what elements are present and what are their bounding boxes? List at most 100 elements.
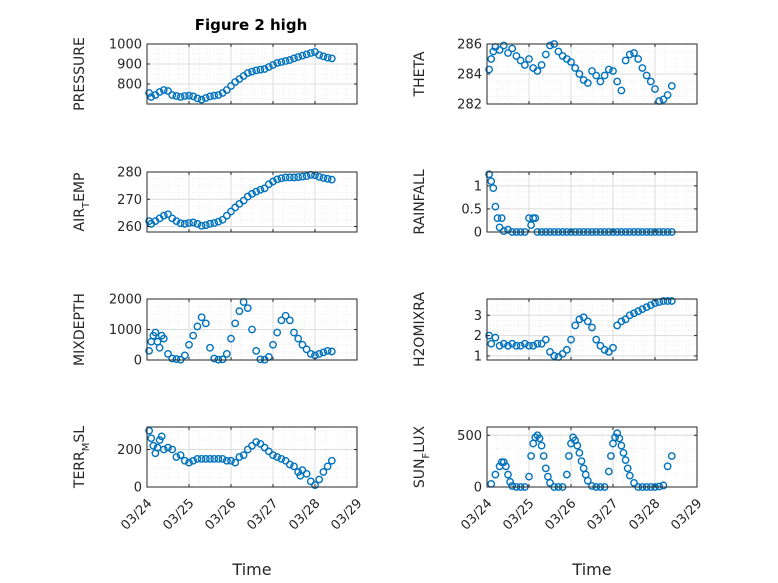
data-point (315, 51, 324, 59)
data-point (617, 86, 626, 95)
data-point (508, 44, 517, 53)
data-point (533, 339, 542, 348)
data-point (185, 91, 193, 100)
data-point (180, 92, 189, 100)
data-point (588, 323, 596, 332)
data-point (491, 470, 500, 479)
data-point (273, 453, 282, 461)
minor-grid (486, 427, 698, 488)
data-point (592, 335, 601, 344)
marker-series (485, 297, 676, 361)
data-point (516, 341, 525, 350)
data-point (180, 351, 189, 360)
data-point (531, 214, 540, 223)
data-point (285, 316, 294, 325)
data-point (145, 426, 154, 435)
data-point (164, 210, 172, 219)
data-point (197, 221, 206, 230)
data-point (193, 94, 202, 103)
data-point (499, 41, 508, 50)
data-point (239, 451, 248, 460)
data-point (164, 443, 172, 452)
data-point (235, 307, 244, 316)
data-point (218, 454, 227, 463)
data-point (260, 184, 269, 193)
data-point (621, 456, 630, 465)
data-point (159, 211, 168, 220)
data-point (516, 56, 525, 65)
marker-series (145, 426, 336, 490)
data-point (651, 85, 659, 93)
data-point (638, 305, 647, 314)
data-point (164, 349, 172, 358)
y-tick-label: 1000 (109, 38, 142, 53)
data-point (504, 49, 512, 57)
axes-frame (486, 298, 698, 361)
data-point (504, 341, 512, 350)
data-point (206, 92, 214, 101)
data-point (185, 219, 193, 227)
data-point (596, 341, 605, 350)
data-point (252, 346, 261, 355)
y-tick-label: 0 (474, 226, 482, 241)
data-point (159, 86, 168, 94)
subplot-rainfall: 0 0.5 1 RAINFALL (412, 169, 698, 241)
y-tick-label: 2000 (109, 293, 142, 308)
data-point (646, 301, 655, 309)
data-point (323, 462, 332, 471)
y-tick-label: 800 (117, 78, 142, 93)
data-point (227, 334, 235, 343)
data-point (315, 349, 324, 358)
data-point (577, 457, 586, 466)
data-point (176, 219, 185, 228)
data-point (537, 61, 546, 69)
data-point (558, 349, 567, 358)
data-point (206, 219, 214, 228)
data-point (256, 355, 265, 364)
data-point (269, 177, 277, 186)
data-point (172, 92, 181, 100)
data-point (302, 172, 311, 180)
data-point (617, 317, 626, 326)
y-tick-label: 270 (117, 193, 142, 208)
data-point (290, 328, 298, 337)
data-point (506, 477, 514, 486)
data-point (252, 187, 261, 196)
data-point (206, 343, 214, 352)
data-point (189, 92, 198, 101)
data-point (319, 468, 328, 476)
data-point (596, 77, 605, 86)
data-point (504, 225, 512, 234)
subplot-h2omixra: 1 2 3 H2OMIXRA (412, 292, 698, 367)
data-point (269, 340, 277, 349)
data-point (667, 82, 676, 90)
subplot-mixdepth: 0 1000 2000 MIXDEPTH (72, 293, 358, 369)
data-point (157, 432, 166, 441)
minor-grid (486, 299, 698, 360)
marker-series (145, 298, 336, 364)
data-point (315, 475, 324, 484)
data-point (575, 70, 584, 78)
data-point (539, 452, 548, 460)
data-point (499, 339, 508, 348)
data-point (588, 67, 596, 75)
data-point (197, 313, 206, 322)
data-point (273, 328, 282, 337)
data-point (609, 343, 617, 352)
data-point (583, 317, 592, 326)
data-point (243, 69, 252, 77)
y-tick-label: 280 (117, 166, 142, 181)
data-point (210, 91, 219, 100)
data-point (147, 434, 156, 443)
data-point (546, 41, 554, 50)
data-point (294, 468, 303, 476)
data-point (281, 57, 290, 65)
data-point (302, 469, 311, 478)
data-point (630, 478, 638, 487)
y-tick-label: 2 (474, 329, 482, 344)
data-point (285, 460, 294, 469)
y-tick-label: 0.5 (461, 202, 482, 217)
y-axis-label: AIRTEMP (72, 173, 92, 232)
data-point (625, 471, 634, 480)
data-point (189, 331, 198, 340)
